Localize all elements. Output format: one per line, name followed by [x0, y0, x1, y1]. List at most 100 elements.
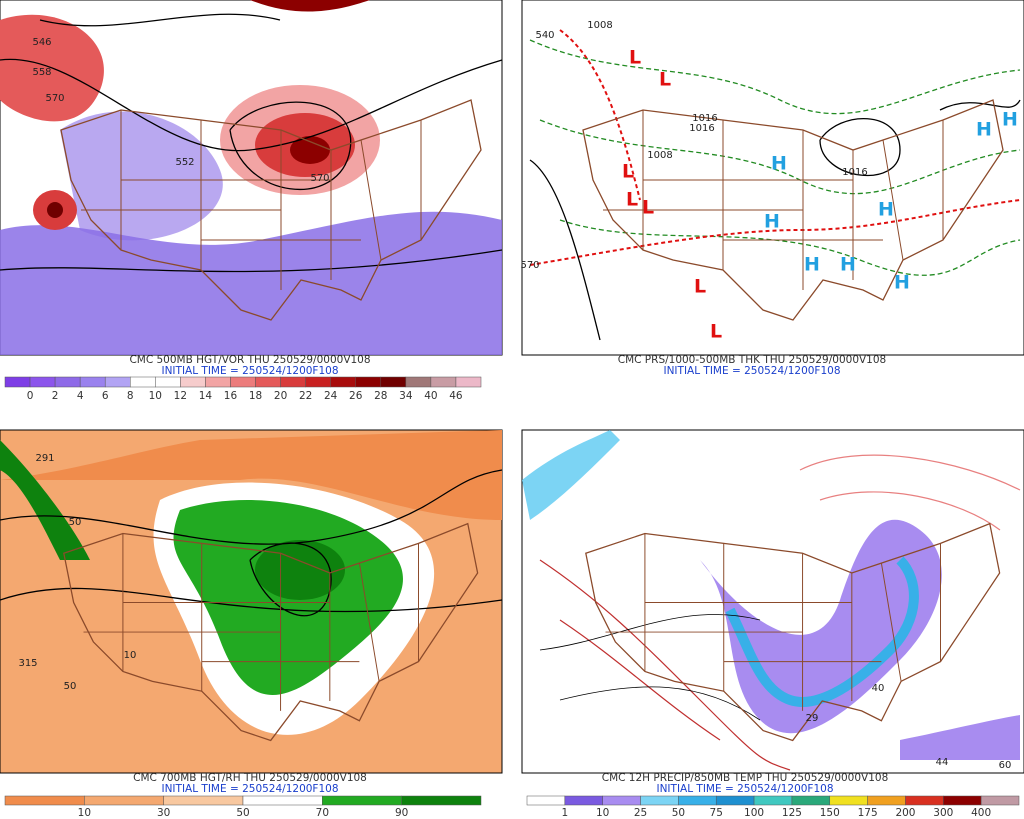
pressure-center: H — [771, 153, 787, 175]
colorbar-segment — [205, 376, 231, 388]
colorbar-segment — [180, 376, 206, 388]
map-pressure-thickness — [521, 0, 1024, 356]
contour-label: 1008 — [587, 20, 612, 31]
colorbar-label: 20 — [274, 390, 287, 402]
colorbar-segment — [455, 376, 482, 388]
colorbar-segment — [678, 795, 717, 806]
colorbar-segment — [280, 376, 306, 388]
colorbar-label: 1 — [562, 807, 569, 819]
contour-label: 552 — [175, 157, 194, 168]
contour-label: 558 — [32, 67, 51, 78]
colorbar-segment — [305, 376, 331, 388]
colorbar-segment — [943, 795, 982, 806]
colorbar-label: 100 — [744, 807, 764, 819]
panel-title: CMC 500MB HGT/VOR THU 250529/0000V108 — [129, 354, 370, 366]
colorbar-label: 200 — [895, 807, 915, 819]
colorbar-label: 300 — [933, 807, 953, 819]
pressure-center: H — [976, 119, 992, 141]
pressure-center: L — [626, 189, 638, 211]
colorbar-label: 6 — [102, 390, 109, 402]
map-700mb-rh — [0, 429, 503, 774]
colorbar-segment — [829, 795, 868, 806]
colorbar-label: 75 — [710, 807, 723, 819]
colorbar-segment — [322, 795, 402, 806]
pressure-center: H — [840, 254, 856, 276]
colorbar-label: 34 — [399, 390, 413, 402]
contour-label: 1008 — [647, 150, 672, 161]
colorbar-label: 175 — [858, 807, 878, 819]
colorbar-segment — [163, 795, 244, 806]
colorbar-label: 8 — [127, 390, 134, 402]
panel-subtitle: INITIAL TIME = 250524/1200F108 — [161, 783, 338, 795]
colorbar-label: 400 — [971, 807, 991, 819]
colorbar-segment — [867, 795, 906, 806]
panel-subtitle: INITIAL TIME = 250524/1200F108 — [656, 783, 833, 795]
colorbar-label: 50 — [236, 807, 249, 819]
pressure-center: H — [804, 254, 820, 276]
colorbar-label: 30 — [157, 807, 170, 819]
contour-label: 44 — [936, 757, 949, 768]
colorbar-segment — [104, 376, 131, 388]
colorbar-label: 70 — [316, 807, 329, 819]
pressure-center: L — [710, 321, 722, 343]
contour-label: 60 — [999, 760, 1012, 771]
colorbar-segment — [905, 795, 944, 806]
contour-label: 50 — [64, 681, 77, 692]
colorbar-label: 10 — [596, 807, 609, 819]
colorbar-segment — [155, 376, 181, 388]
colorbar-segment — [79, 376, 106, 388]
colorbar-label: 14 — [199, 390, 213, 402]
contour-label: 50 — [69, 517, 82, 528]
colorbar-segment — [330, 376, 356, 388]
colorbar-label: 26 — [349, 390, 363, 402]
colorbar-label: 10 — [149, 390, 162, 402]
colorbar-segment — [715, 795, 755, 806]
contour-label: 40 — [872, 683, 885, 694]
pressure-center: H — [1002, 109, 1018, 131]
colorbar-segment — [242, 795, 323, 806]
colorbar-label: 125 — [782, 807, 802, 819]
colorbar-segment — [130, 376, 156, 388]
contour-label: 291 — [35, 453, 54, 464]
contour-label: 315 — [18, 658, 37, 669]
colorbar-label: 50 — [672, 807, 685, 819]
contour-label: 570 — [45, 93, 64, 104]
panel-title: CMC 12H PRECIP/850MB TEMP THU 250529/000… — [602, 772, 889, 784]
colorbar-label: 18 — [249, 390, 262, 402]
colorbar-label: 16 — [224, 390, 238, 402]
panel-title: CMC PRS/1000-500MB THK THU 250529/0000V1… — [618, 354, 886, 366]
contour-label: 29 — [806, 713, 819, 724]
colorbar-label: 150 — [820, 807, 840, 819]
annotations: CMC 500MB HGT/VOR THU 250529/0000V108INI… — [4, 20, 1020, 819]
colorbar-label: 46 — [449, 390, 463, 402]
colorbar-segment — [753, 795, 793, 806]
colorbar-label: 28 — [374, 390, 387, 402]
map-precip — [521, 429, 1024, 774]
colorbar-label: 25 — [634, 807, 647, 819]
contour-label: 546 — [32, 37, 51, 48]
colorbar-segment — [4, 376, 31, 388]
colorbar-segment — [230, 376, 256, 388]
colorbar-segment — [564, 795, 603, 806]
contour-label: 570 — [310, 173, 329, 184]
colorbar-segment — [355, 376, 382, 388]
colorbar-segment — [526, 795, 566, 806]
colorbar-segment — [29, 376, 56, 388]
contour-label: 570 — [520, 260, 539, 271]
colorbar-label: 12 — [174, 390, 187, 402]
colorbar-segment — [602, 795, 641, 806]
colorbar-label: 4 — [77, 390, 84, 402]
colorbar-label: 2 — [52, 390, 59, 402]
panel-subtitle: INITIAL TIME = 250524/1200F108 — [161, 365, 338, 377]
colorbar-segment — [791, 795, 831, 806]
colorbar-segment — [255, 376, 281, 388]
colorbar-label: 22 — [299, 390, 312, 402]
panel-subtitle: INITIAL TIME = 250524/1200F108 — [663, 365, 840, 377]
panel-title: CMC 700MB HGT/RH THU 250529/0000V108 — [133, 772, 367, 784]
map-500mb — [0, 0, 503, 356]
colorbar-label: 90 — [395, 807, 408, 819]
colorbar-label: 40 — [424, 390, 437, 402]
pressure-center: L — [694, 276, 706, 298]
